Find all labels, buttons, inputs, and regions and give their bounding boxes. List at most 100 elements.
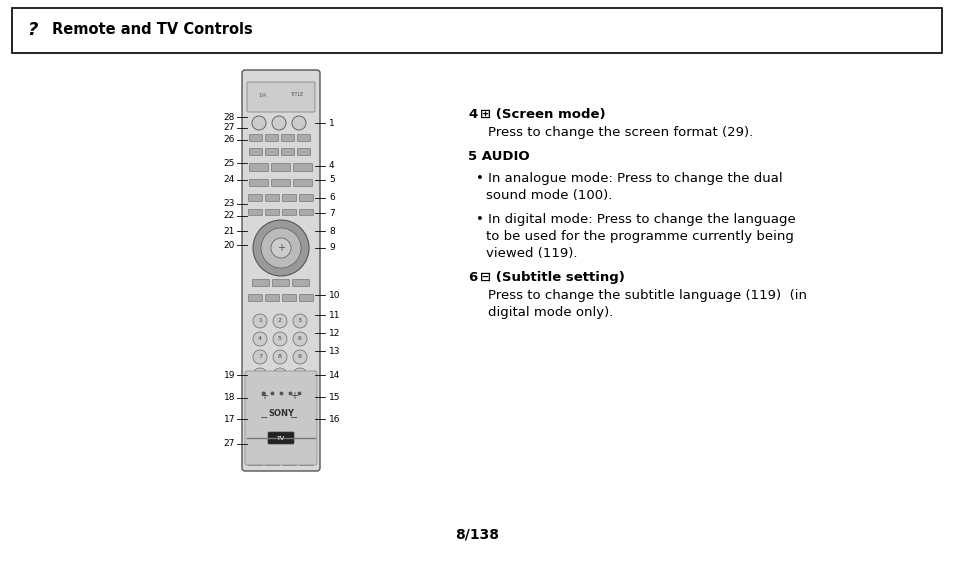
FancyBboxPatch shape bbox=[297, 149, 310, 155]
FancyBboxPatch shape bbox=[282, 194, 296, 202]
FancyBboxPatch shape bbox=[245, 371, 316, 465]
Circle shape bbox=[273, 368, 287, 382]
Text: ⊞ (Screen mode): ⊞ (Screen mode) bbox=[479, 108, 605, 121]
FancyBboxPatch shape bbox=[247, 82, 314, 112]
Text: viewed (119).: viewed (119). bbox=[485, 247, 577, 260]
Circle shape bbox=[271, 238, 291, 258]
Text: 1: 1 bbox=[329, 118, 335, 127]
Text: 10: 10 bbox=[329, 291, 340, 300]
Text: 2: 2 bbox=[277, 319, 282, 324]
Text: 8: 8 bbox=[329, 226, 335, 235]
FancyBboxPatch shape bbox=[299, 194, 314, 202]
Text: 8/138: 8/138 bbox=[455, 528, 498, 542]
FancyBboxPatch shape bbox=[282, 457, 296, 466]
Text: Press to change the screen format (29).: Press to change the screen format (29). bbox=[488, 126, 753, 139]
Text: ⊟ (Subtitle setting): ⊟ (Subtitle setting) bbox=[479, 271, 624, 284]
Text: −: − bbox=[290, 413, 297, 423]
Circle shape bbox=[253, 332, 267, 346]
Bar bbox=[12, 8, 941, 53]
Circle shape bbox=[307, 417, 314, 425]
Text: 8: 8 bbox=[277, 355, 282, 360]
Text: 4: 4 bbox=[468, 108, 476, 121]
Text: 24: 24 bbox=[224, 176, 234, 185]
FancyBboxPatch shape bbox=[299, 457, 314, 466]
FancyBboxPatch shape bbox=[293, 279, 309, 287]
Text: +: + bbox=[290, 391, 297, 401]
Text: Press to change the subtitle language (119)  (in: Press to change the subtitle language (1… bbox=[488, 289, 806, 302]
FancyBboxPatch shape bbox=[272, 180, 291, 186]
Text: 22: 22 bbox=[224, 212, 234, 221]
FancyBboxPatch shape bbox=[273, 279, 289, 287]
FancyBboxPatch shape bbox=[250, 180, 268, 186]
Circle shape bbox=[273, 314, 287, 328]
Text: TV: TV bbox=[276, 436, 285, 440]
Text: 14: 14 bbox=[329, 370, 340, 379]
Text: 26: 26 bbox=[223, 136, 234, 145]
Text: • In digital mode: Press to change the language: • In digital mode: Press to change the l… bbox=[476, 213, 795, 226]
FancyBboxPatch shape bbox=[281, 135, 294, 141]
FancyBboxPatch shape bbox=[282, 294, 296, 302]
Text: 9: 9 bbox=[297, 355, 302, 360]
FancyBboxPatch shape bbox=[265, 294, 279, 302]
Text: 5: 5 bbox=[277, 337, 282, 342]
Circle shape bbox=[293, 332, 307, 346]
Text: 1: 1 bbox=[258, 319, 262, 324]
Text: +: + bbox=[260, 391, 268, 401]
FancyBboxPatch shape bbox=[248, 294, 262, 302]
Circle shape bbox=[253, 350, 267, 364]
Text: 12: 12 bbox=[329, 328, 340, 337]
Text: 13: 13 bbox=[329, 346, 340, 355]
FancyBboxPatch shape bbox=[265, 209, 279, 216]
Text: 11: 11 bbox=[329, 311, 340, 319]
Circle shape bbox=[273, 332, 287, 346]
Text: 28: 28 bbox=[223, 113, 234, 122]
Text: Remote and TV Controls: Remote and TV Controls bbox=[52, 23, 253, 38]
Text: +: + bbox=[276, 243, 285, 253]
Text: 4: 4 bbox=[329, 162, 335, 171]
FancyBboxPatch shape bbox=[282, 388, 306, 404]
Text: 7: 7 bbox=[329, 208, 335, 217]
Circle shape bbox=[293, 314, 307, 328]
Text: 1/A: 1/A bbox=[258, 92, 267, 97]
FancyBboxPatch shape bbox=[250, 135, 262, 141]
FancyBboxPatch shape bbox=[297, 135, 310, 141]
Circle shape bbox=[293, 368, 307, 382]
FancyBboxPatch shape bbox=[253, 279, 269, 287]
Text: 5: 5 bbox=[329, 176, 335, 185]
Circle shape bbox=[273, 350, 287, 364]
Text: ?: ? bbox=[27, 21, 37, 39]
Text: sound mode (100).: sound mode (100). bbox=[485, 189, 612, 202]
FancyBboxPatch shape bbox=[248, 457, 262, 466]
FancyBboxPatch shape bbox=[252, 388, 275, 404]
Text: • In analogue mode: Press to change the dual: • In analogue mode: Press to change the … bbox=[476, 172, 781, 185]
Text: 7: 7 bbox=[257, 355, 262, 360]
Text: SONY: SONY bbox=[268, 409, 294, 418]
Circle shape bbox=[261, 228, 301, 268]
Text: digital mode only).: digital mode only). bbox=[488, 306, 613, 319]
FancyBboxPatch shape bbox=[242, 70, 319, 471]
FancyBboxPatch shape bbox=[248, 445, 262, 454]
Circle shape bbox=[293, 350, 307, 364]
Text: 6: 6 bbox=[297, 337, 301, 342]
Circle shape bbox=[252, 116, 266, 130]
Text: to be used for the programme currently being: to be used for the programme currently b… bbox=[485, 230, 793, 243]
Circle shape bbox=[272, 116, 286, 130]
Circle shape bbox=[253, 220, 309, 276]
FancyBboxPatch shape bbox=[265, 149, 278, 155]
Text: 21: 21 bbox=[223, 226, 234, 235]
Text: 27: 27 bbox=[223, 440, 234, 449]
Circle shape bbox=[247, 417, 254, 425]
Text: TITLE: TITLE bbox=[290, 92, 303, 97]
FancyBboxPatch shape bbox=[252, 412, 275, 424]
FancyBboxPatch shape bbox=[248, 209, 262, 216]
Text: 20: 20 bbox=[223, 240, 234, 249]
Text: 25: 25 bbox=[223, 159, 234, 168]
FancyBboxPatch shape bbox=[281, 149, 294, 155]
FancyBboxPatch shape bbox=[250, 163, 268, 172]
FancyBboxPatch shape bbox=[248, 194, 262, 202]
FancyBboxPatch shape bbox=[250, 149, 262, 155]
FancyBboxPatch shape bbox=[294, 163, 313, 172]
Circle shape bbox=[253, 368, 267, 382]
Text: 6: 6 bbox=[329, 194, 335, 203]
Text: 5 AUDIO: 5 AUDIO bbox=[468, 150, 529, 163]
